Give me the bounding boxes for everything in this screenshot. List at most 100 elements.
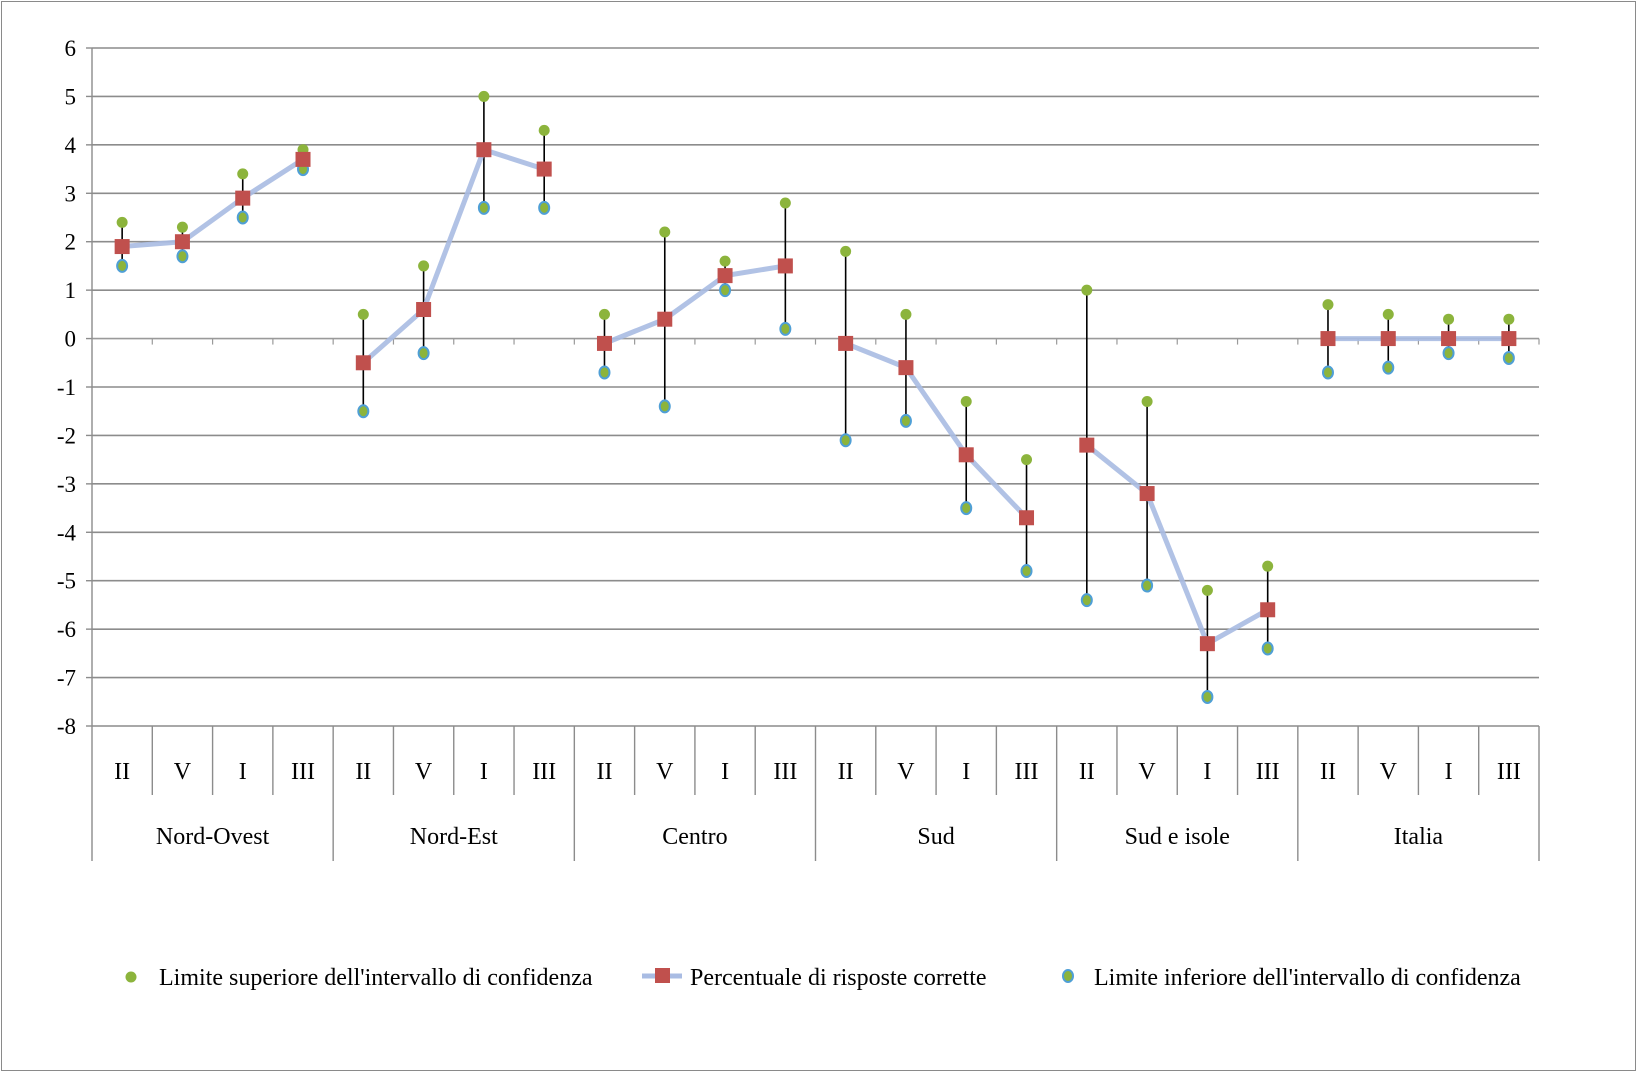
x-category-label: III — [1015, 759, 1039, 785]
correct-percentage-point — [1501, 331, 1517, 347]
lower-limit-point — [116, 258, 129, 273]
upper-limit-point — [1503, 313, 1515, 325]
x-category-label: III — [532, 759, 556, 785]
series-line-segment — [843, 340, 909, 371]
correct-percentage-point — [838, 335, 854, 351]
series-line-segment — [360, 307, 427, 366]
correct-percentage-point — [536, 161, 552, 177]
x-category-label: I — [721, 759, 729, 785]
legend: Limite superiore dell'intervallo di conf… — [125, 965, 1521, 991]
correct-percentage-point — [777, 258, 793, 274]
x-group-label: Sud e isole — [1125, 824, 1230, 850]
correct-percentage-point — [235, 190, 251, 206]
lower-limit-point — [960, 501, 973, 516]
x-category-label: III — [1497, 759, 1521, 785]
y-tick-label: 5 — [65, 84, 77, 109]
upper-limit-point — [1201, 584, 1213, 596]
correct-percentage-point — [898, 360, 914, 376]
upper-limit-point — [960, 396, 972, 408]
x-category-label: III — [291, 759, 315, 785]
y-tick-label: -6 — [57, 617, 76, 642]
x-category-label: III — [773, 759, 797, 785]
series-line-segment — [903, 365, 969, 458]
upper-limit-point — [478, 90, 490, 102]
correct-percentage-point — [416, 302, 432, 318]
correct-percentage-point — [958, 447, 974, 463]
series-line-segment — [179, 195, 246, 245]
x-category-label: III — [1256, 759, 1280, 785]
y-tick-label: -7 — [57, 666, 76, 691]
series-line-segment — [1084, 442, 1150, 497]
series-line-segment — [1144, 491, 1210, 647]
lower-limit-point — [538, 200, 551, 215]
x-category-label: V — [656, 759, 674, 785]
lower-limit-point — [1261, 641, 1274, 656]
upper-limit-point — [1141, 396, 1153, 408]
lower-limit-point — [1080, 593, 1093, 608]
series-line-segment — [601, 316, 668, 346]
upper-limit-point — [1322, 299, 1334, 311]
legend-mid-label: Percentuale di risposte corrette — [690, 965, 987, 991]
correct-percentage-point — [596, 335, 612, 351]
lower-limit-point — [1020, 564, 1033, 579]
x-group-label: Nord-Ovest — [156, 824, 270, 850]
series-line-segment — [722, 263, 788, 279]
correct-percentage-point — [1380, 331, 1396, 347]
upper-limit-point — [1443, 313, 1455, 325]
upper-limit-point — [538, 124, 550, 136]
legend-mid-marker — [655, 968, 670, 983]
lower-limit-point — [899, 413, 912, 428]
x-group-label: Nord-Est — [410, 824, 498, 850]
upper-limit-point — [1382, 308, 1394, 320]
x-category-label: I — [962, 759, 970, 785]
series-line-segment — [421, 147, 487, 313]
legend-upper-label: Limite superiore dell'intervallo di conf… — [159, 965, 593, 991]
marker-layer — [114, 90, 1517, 704]
upper-limit-point — [1081, 284, 1093, 296]
y-tick-label: 6 — [65, 36, 77, 61]
x-category-label: V — [174, 759, 192, 785]
series-line-segment — [963, 452, 1030, 521]
x-group-label: Sud — [917, 824, 954, 850]
series-line-segment — [119, 239, 185, 250]
x-category-label: V — [1138, 759, 1156, 785]
legend-upper-marker — [125, 971, 137, 983]
lower-limit-point — [176, 249, 189, 264]
y-tick-label: -8 — [57, 714, 76, 739]
lower-limit-point — [417, 346, 430, 361]
y-tick-label: 4 — [65, 133, 77, 158]
correct-percentage-point — [1079, 437, 1095, 453]
series-line-segment — [662, 273, 728, 322]
upper-limit-point — [418, 260, 430, 272]
correct-percentage-point — [295, 151, 311, 167]
lower-limit-point — [357, 404, 370, 419]
lower-limit-point — [1382, 360, 1395, 375]
legend-lower-marker — [1062, 969, 1074, 983]
series-line-segment — [1204, 607, 1271, 647]
lower-limit-point — [236, 210, 249, 225]
y-tick-label: 3 — [65, 181, 77, 206]
y-tick-label: -5 — [57, 569, 76, 594]
upper-limit-point — [1021, 454, 1033, 466]
y-tick-label: -4 — [57, 520, 77, 545]
lower-limit-point — [1201, 689, 1214, 704]
lower-limit-point — [598, 365, 611, 380]
axis-layer — [86, 47, 1540, 861]
upper-limit-point — [357, 308, 369, 320]
upper-limit-point — [719, 255, 731, 267]
legend-lower-label: Limite inferiore dell'intervallo di conf… — [1094, 965, 1521, 991]
y-tick-label: -2 — [57, 423, 76, 448]
x-category-label: V — [415, 759, 433, 785]
x-category-label: II — [355, 759, 371, 785]
x-category-label: I — [239, 759, 247, 785]
correct-percentage-point — [1019, 510, 1035, 526]
x-category-label: I — [1203, 759, 1211, 785]
lower-limit-point — [477, 200, 490, 215]
lower-limit-point — [1442, 346, 1455, 361]
y-tick-label: -3 — [57, 472, 76, 497]
correct-percentage-point — [1320, 331, 1336, 347]
correct-percentage-point — [114, 239, 130, 255]
